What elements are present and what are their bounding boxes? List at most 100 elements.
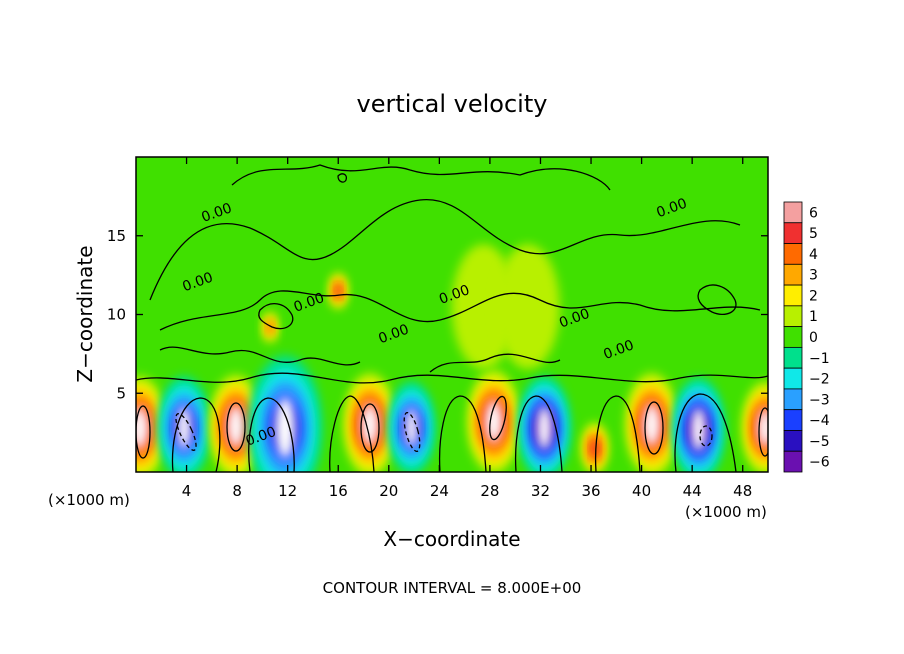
colorbar: 6 5 4 3 2 1 0 −1 −2 −3 −4 −5 −6: [783, 201, 830, 473]
velocity-cell: [625, 372, 679, 472]
contour-line: [136, 405, 151, 459]
velocity-cell-ring: [451, 244, 516, 369]
velocity-cell: [517, 375, 571, 472]
colorbar-swatch: [783, 222, 803, 244]
contour-line: [149, 198, 741, 301]
velocity-cell: [328, 272, 348, 310]
velocity-cell-ring: [335, 285, 341, 297]
x-tick-label: 40: [632, 482, 651, 500]
contour-line: [171, 397, 221, 472]
x-tick-label: 28: [480, 482, 499, 500]
contour-line: [248, 397, 295, 472]
x-tick-label: 12: [278, 482, 297, 500]
colorbar-swatch: [783, 388, 803, 411]
x-tick-label: 44: [683, 482, 702, 500]
contour-line: [337, 173, 348, 183]
colorbar-label: 6: [809, 205, 818, 221]
colorbar-swatch: [783, 326, 803, 348]
contour-line: [758, 407, 768, 457]
colorbar-swatch: [783, 409, 803, 431]
x-tick-label: 4: [182, 482, 192, 500]
velocity-cell: [387, 381, 436, 472]
velocity-cell-core: [691, 407, 706, 452]
contour-line: [644, 401, 664, 455]
velocity-cell: [451, 244, 516, 369]
contour-line-negative: [403, 411, 421, 453]
contour-line: [159, 290, 761, 331]
x-tick-label: 48: [733, 482, 752, 500]
velocity-cell-core: [405, 408, 418, 448]
x-axis-label: X−coordinate: [383, 527, 520, 551]
velocity-cell-ring: [591, 440, 599, 456]
contour-line: [258, 303, 294, 330]
velocity-cell-core: [275, 397, 295, 459]
colorbar-label: −5: [809, 434, 830, 450]
contour-line: [674, 393, 737, 472]
contour-line: [136, 372, 768, 384]
x-axis-unit-left: (×1000 m): [48, 491, 130, 509]
colorbar-swatch: [783, 450, 803, 473]
velocity-cell: [671, 377, 726, 472]
velocity-cell: [262, 311, 278, 343]
velocity-cell-core: [136, 405, 147, 450]
colorbar-label: −2: [809, 372, 830, 388]
colorbar-label: 0: [809, 330, 818, 346]
y-axis: 5 10 15: [107, 227, 768, 402]
velocity-cell: [495, 244, 560, 369]
y-axis-label: Z−coordinate: [73, 245, 97, 382]
colorbar-swatch: [783, 305, 803, 328]
velocity-cell-core: [644, 402, 659, 447]
velocity-field: [136, 244, 768, 472]
colorbar-label: 3: [809, 268, 818, 284]
velocity-cell: [581, 422, 609, 472]
x-tick-label: 8: [232, 482, 242, 500]
contour-interval-note: CONTOUR INTERVAL = 8.000E+00: [323, 579, 582, 597]
y-tick-label: 5: [116, 384, 126, 402]
y-tick-label: 15: [107, 227, 126, 245]
contour-line: [329, 395, 375, 472]
colorbar-label: −3: [809, 392, 830, 408]
x-tick-label: 20: [379, 482, 398, 500]
colorbar-swatch: [783, 263, 803, 286]
contour-line: [438, 395, 487, 472]
x-tick-label: 24: [430, 482, 449, 500]
colorbar-label: 2: [809, 288, 818, 304]
velocity-cell-core: [362, 402, 377, 447]
colorbar-label: 1: [809, 309, 818, 325]
velocity-cell: [741, 381, 768, 472]
x-tick-label: 16: [329, 482, 348, 500]
colorbar-swatch: [783, 346, 803, 369]
x-tick-label: 36: [581, 482, 600, 500]
chart-title: vertical velocity: [357, 90, 548, 118]
contour-line: [429, 353, 561, 373]
colorbar-label: 4: [809, 247, 818, 263]
colorbar-label: −4: [809, 413, 830, 429]
contour-line: [231, 164, 611, 191]
zero-contours: [136, 164, 768, 472]
velocity-cell-core: [759, 408, 768, 448]
colorbar-swatch: [783, 284, 803, 307]
velocity-cell-core: [537, 405, 552, 450]
contour-line-negative: [699, 425, 713, 447]
colorbar-swatch: [783, 430, 803, 452]
velocity-cell-ring: [267, 321, 273, 333]
velocity-cell: [467, 369, 521, 472]
colorbar-label: −1: [809, 351, 830, 367]
colorbar-swatch: [783, 367, 803, 390]
x-axis: 4 8 12 16 20 24 28 32 36 40 44 48: [182, 157, 752, 500]
plot-area: 0.000.000.000.000.000.000.000.000.00: [135, 156, 769, 473]
x-tick-label: 32: [531, 482, 550, 500]
y-tick-label: 10: [107, 306, 126, 324]
contour-line: [489, 395, 507, 441]
contour-line: [159, 346, 361, 366]
contour-line: [514, 395, 563, 472]
velocity-cell: [343, 372, 397, 472]
colorbar-label: 5: [809, 226, 818, 242]
contour-line: [226, 402, 246, 452]
contour-line: [697, 284, 737, 315]
contour-line-negative: [175, 413, 197, 451]
colorbar-swatch: [783, 243, 803, 265]
velocity-cell-core: [177, 405, 191, 450]
x-axis-unit-right: (×1000 m): [685, 503, 767, 521]
